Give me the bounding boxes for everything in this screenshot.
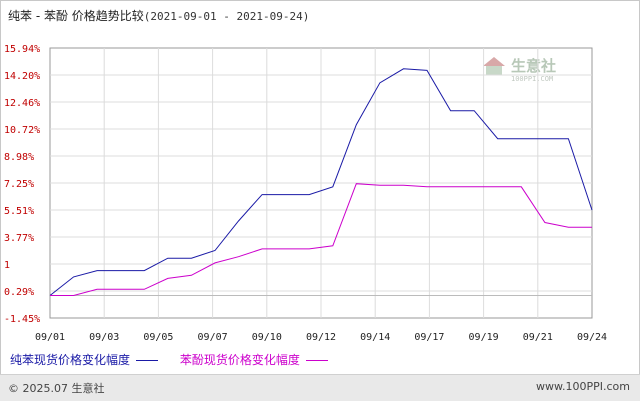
- x-axis-ticks: 09/01 09/03 09/05 09/07 09/10 09/12 09/14 09/17…: [35, 332, 607, 343]
- y-tick-label: 15.94%: [4, 44, 40, 55]
- legend-swatch-phenol: [305, 360, 328, 361]
- footer-url-link[interactable]: www.100PPI.com: [536, 380, 630, 393]
- x-tick-label: 09/03: [89, 332, 119, 343]
- y-tick-label: 3.77%: [4, 233, 34, 244]
- grid: [49, 47, 593, 319]
- x-tick-label: 09/01: [35, 332, 65, 343]
- legend-label-phenol: 苯酚现货价格变化幅度: [179, 353, 300, 367]
- x-tick-label: 09/21: [523, 332, 553, 343]
- watermark-logo: 生意社 100PPI.COM: [483, 57, 556, 83]
- series-line-phenol: [50, 183, 592, 296]
- x-tick-label: 09/12: [306, 332, 336, 343]
- y-tick-label: 14.20%: [4, 71, 40, 82]
- house-icon: [483, 57, 505, 75]
- y-tick-label: 12.46%: [4, 98, 40, 109]
- series-layer: [49, 68, 593, 296]
- series-line-benzene: [49, 68, 593, 296]
- legend-label-benzene: 纯苯现货价格变化幅度: [10, 353, 131, 367]
- legend: 纯苯现货价格变化幅度 苯酚现货价格变化幅度: [10, 351, 346, 367]
- watermark-name: 生意社: [511, 57, 556, 75]
- chart-title: 纯苯 - 苯酚 价格趋势比较(2021-09-01 - 2021-09-24): [8, 7, 309, 25]
- x-tick-label: 09/17: [414, 332, 444, 343]
- x-tick-label: 09/19: [469, 332, 499, 343]
- y-tick-label: 8.98%: [4, 152, 34, 163]
- y-tick-label: 1: [4, 260, 10, 271]
- y-tick-label: 10.72%: [4, 125, 40, 136]
- y-axis-ticks: 15.94% 14.20% 12.46% 10.72% 8.98% 7.25% 5.51% 3…: [4, 44, 40, 325]
- watermark-url: 100PPI.COM: [511, 75, 553, 83]
- legend-item-phenol: 苯酚现货价格变化幅度: [180, 351, 328, 368]
- x-tick-label: 09/05: [143, 332, 173, 343]
- x-tick-label: 09/14: [360, 332, 390, 343]
- footer-bar: © 2025.07 生意社 www.100PPI.com: [0, 374, 640, 401]
- y-tick-label: 7.25%: [4, 179, 34, 190]
- x-tick-label: 09/07: [198, 332, 228, 343]
- y-tick-label: 0.29%: [4, 287, 34, 298]
- y-tick-label: -1.45%: [4, 314, 40, 325]
- footer-copyright: © 2025.07 生意社: [8, 382, 105, 395]
- x-tick-label: 09/10: [252, 332, 282, 343]
- legend-item-benzene: 纯苯现货价格变化幅度: [10, 351, 159, 368]
- chart-date-range: (2021-09-01 - 2021-09-24): [143, 10, 310, 23]
- legend-swatch-benzene: [136, 360, 159, 361]
- y-tick-label: 5.51%: [4, 206, 34, 217]
- x-tick-label: 09/24: [577, 332, 607, 343]
- chart-title-text: 纯苯 - 苯酚 价格趋势比较: [8, 9, 144, 23]
